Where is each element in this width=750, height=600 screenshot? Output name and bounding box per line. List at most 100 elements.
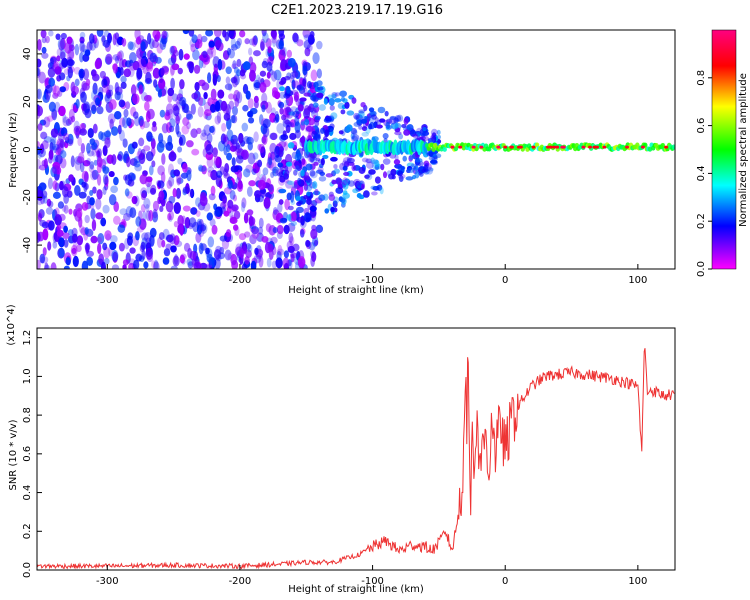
spectrogram-cell (275, 257, 283, 269)
spectrogram-cell (76, 207, 83, 219)
spectrogram-cell (102, 186, 107, 196)
spectrogram-cell (247, 141, 253, 151)
spectrogram-cell (179, 224, 184, 236)
spectrogram-cell (145, 151, 154, 162)
spectrogram-cell (39, 253, 46, 264)
spectrogram-cell (254, 247, 259, 256)
spectrogram-cell (158, 132, 164, 144)
spectrogram-cell (236, 169, 242, 181)
spectrogram-cell (281, 114, 287, 121)
spectrogram-cell (331, 179, 337, 185)
spectrogram-cell (96, 30, 104, 38)
spectrogram-cell (268, 183, 275, 195)
spectrogram-cell (157, 180, 165, 189)
spectrogram-cell (203, 101, 212, 112)
colorbar-tick-label: 0.6 (696, 118, 707, 134)
spectrogram-cell (104, 94, 110, 102)
spectrogram-cell (169, 118, 176, 128)
spectrogram-cell (97, 148, 102, 158)
spectrogram-cell (352, 188, 359, 194)
spectrogram-cell (276, 248, 285, 256)
spectrogram-cell (133, 259, 140, 269)
spectrogram-peak-cell (471, 145, 476, 149)
chart-title: C2E1.2023.219.17.19.G16 (271, 3, 443, 18)
spectrogram-cell (205, 247, 210, 255)
spectrogram-cell (304, 47, 311, 57)
spectrogram-cell (94, 59, 101, 70)
spectrogram-cell (179, 254, 185, 264)
spectrogram-cell (78, 191, 87, 199)
spectrogram-cell (141, 232, 149, 241)
spectrogram-cell (86, 142, 91, 154)
spectrogram-cell (138, 58, 147, 71)
spectrogram-cell (173, 169, 181, 177)
spectrogram-cell (269, 112, 277, 123)
spectrogram-cell (63, 204, 69, 214)
spectrogram-cell (128, 52, 137, 64)
spectrogram-cell (83, 171, 89, 183)
spectrogram-cell (296, 85, 302, 91)
spectrogram-cell (305, 163, 313, 171)
spectrogram-cell (201, 129, 207, 137)
spectrogram-cell (374, 176, 381, 184)
spectrogram-cell (436, 129, 441, 135)
spectrogram-cell (177, 157, 183, 165)
spectrogram-cell (340, 109, 346, 115)
spectrogram-cell (324, 115, 333, 122)
spectrogram-cell (312, 102, 319, 108)
spectrogram-cell (216, 170, 223, 178)
spectrogram-cell (206, 264, 212, 269)
spectrogram-cell (227, 30, 235, 38)
spectrogram-cell (224, 249, 232, 261)
spectrogram-cell (257, 179, 266, 190)
spectrogram-cell (266, 257, 272, 268)
spectrogram-cell (154, 56, 162, 64)
colorbar-tick-label: 0.8 (696, 70, 707, 86)
spectrogram-cell (145, 210, 152, 221)
spectrogram-cell (177, 67, 183, 75)
spectrogram-cell (215, 39, 222, 49)
spectrogram-cell (304, 118, 310, 126)
spectrogram-cell (58, 247, 65, 258)
spectrogram-cell (374, 159, 380, 168)
spectrogram-cell (46, 198, 52, 207)
spectrogram-cell (126, 156, 131, 168)
spectrogram-cell (90, 170, 98, 181)
top-y-ticks: -40 -20 0 20 40 (22, 48, 42, 253)
spectrogram-cell (361, 131, 369, 137)
spectrogram-cell (84, 214, 90, 224)
spectrogram-cell (228, 210, 234, 218)
spectrogram-cell (222, 194, 227, 204)
spectrogram-cell (329, 127, 334, 135)
spectrogram-cell (217, 89, 225, 99)
spectrogram-cell (66, 59, 75, 67)
spectrogram-cell (151, 211, 159, 223)
spectrogram-cell (117, 151, 124, 162)
spectrogram-cell (127, 41, 134, 50)
spectrogram-peak-cell (602, 145, 607, 149)
spectrogram-cell (429, 159, 438, 164)
spectrogram-cell (358, 109, 366, 114)
spectrogram-cell (58, 72, 66, 81)
spectrogram-cell (148, 165, 154, 176)
spectrogram-cell (79, 36, 85, 44)
spectrogram-cell (117, 224, 126, 233)
spectrogram-cell (249, 69, 256, 82)
spectrogram-cell (220, 100, 228, 112)
spectrogram-cell (239, 69, 246, 77)
spectrogram-cell (251, 35, 258, 47)
spectrogram-cell (97, 232, 105, 245)
spectrogram-cell (169, 233, 176, 245)
spectrogram-cell (134, 38, 143, 49)
spectrogram-cell (172, 187, 177, 198)
spectrogram-cell (106, 84, 114, 92)
spectrogram-cell (405, 176, 414, 181)
spectrogram-cell (306, 197, 312, 205)
snr-panel: -300 -200 -100 0 100 0.0 0.2 0.4 0.6 0.8 1.0 1.2 H… (6, 304, 676, 595)
spectrogram-cell (100, 217, 107, 227)
spectrogram-cell (272, 206, 278, 215)
spectrogram-cell (71, 103, 77, 111)
spectrogram-cell (151, 160, 156, 168)
spectrogram-cell (328, 194, 336, 202)
top-y-tick-label: 40 (22, 48, 33, 61)
